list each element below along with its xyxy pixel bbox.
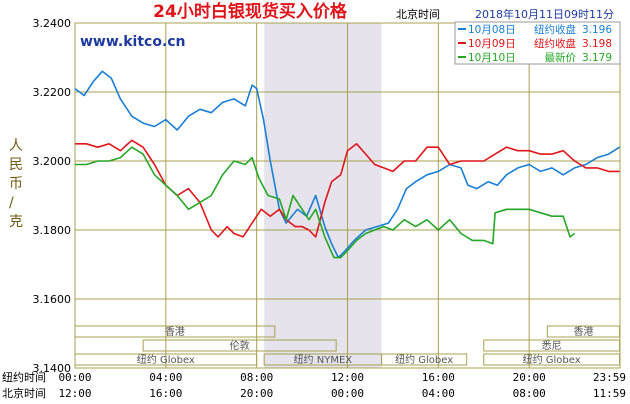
series-line (75, 146, 576, 259)
legend-label: 纽约收盘 (534, 37, 576, 50)
plot-frame (74, 22, 621, 369)
y-tick-label: 3.2400 (33, 17, 72, 30)
market-session-box (74, 325, 276, 338)
market-session-box (142, 339, 337, 352)
legend-value: 3.198 (582, 38, 612, 50)
market-session-label: 纽约 Globex (395, 353, 453, 366)
y-tick-label: 3.1400 (33, 362, 72, 375)
y-axis-title-char: 币 (9, 176, 23, 192)
market-session-box (483, 339, 621, 352)
market-session-box (546, 325, 621, 338)
y-axis-title-text: 人民币 / 克 (9, 138, 23, 230)
x-tick-label-bj: 20:00 (240, 387, 273, 400)
market-session: 纽约 Globex (381, 353, 468, 366)
legend-entry: 10月08日 纽约收盘 3.196 (458, 23, 612, 36)
nymex-session-band (264, 23, 382, 368)
market-session-label: 香港 (165, 326, 185, 338)
y-axis-title-char: 民 (9, 157, 23, 173)
x-tick-label-ny: 12:00 (331, 371, 364, 384)
market-session: 香港 (74, 325, 276, 338)
market-session: 伦敦 (142, 339, 337, 352)
x-tick-label-bj: 12:00 (58, 387, 91, 400)
market-session-box (381, 353, 468, 366)
y-tick-label: 3.2000 (33, 155, 72, 168)
market-session-label: 伦敦 (230, 339, 250, 352)
market-session-label: 悉尼 (542, 340, 562, 352)
x-tick-label-ny: 04:00 (149, 371, 182, 384)
legend-date: 10月10日 (468, 52, 516, 64)
x-tick-label-bj: 04:00 (422, 387, 455, 400)
y-tick-label: 3.1800 (33, 224, 72, 237)
bj-time-label: 北京时间 (2, 386, 46, 400)
legend-date: 10月08日 (468, 24, 516, 36)
market-session-box (74, 353, 258, 366)
x-tick-label-ny: 16:00 (422, 371, 455, 384)
market-session-label: 纽约 Globex (137, 353, 195, 366)
x-tick-label-ny: 23:59 (593, 371, 626, 384)
chart-title: 24小时白银现货买入价格 (153, 1, 348, 22)
market-session-label: 纽约 Globex (523, 353, 581, 366)
ny-time-label: 纽约时间 (2, 370, 46, 384)
x-tick-label-bj: 16:00 (149, 387, 182, 400)
market-session-label: 纽约 NYMEX (294, 353, 353, 366)
legend-value: 3.179 (582, 52, 612, 64)
legend-label: 纽约收盘 (534, 23, 576, 36)
x-tick-label-ny: 00:00 (58, 371, 91, 384)
market-session: 悉尼 (483, 339, 621, 352)
legend-box (454, 21, 621, 65)
x-tick-label-bj: 11:59 (593, 387, 626, 400)
x-tick-label-bj: 00:00 (331, 387, 364, 400)
market-session-box (483, 353, 621, 366)
market-session: 纽约 Globex (483, 353, 621, 366)
y-axis-title-char: 人 (9, 138, 23, 154)
market-session: 纽约 Globex (74, 353, 258, 366)
legend-date: 10月09日 (468, 38, 516, 50)
header-time-label: 北京时间 (396, 7, 440, 21)
x-tick-label-ny: 20:00 (513, 371, 546, 384)
market-session: 香港 (546, 325, 621, 338)
legend-entry: 10月10日 最新价 3.179 (458, 51, 612, 64)
y-axis-title-char: 克 (9, 214, 23, 230)
y-tick-label: 3.2200 (33, 86, 72, 99)
y-axis-title-char: / (9, 195, 14, 211)
x-tick-label-ny: 08:00 (240, 371, 273, 384)
y-tick-label: 3.1600 (33, 293, 72, 306)
series-line (74, 70, 620, 259)
watermark-logo: www.kitco.cn (80, 34, 186, 50)
y-axis-title: 人民币 / 克 (9, 138, 23, 230)
x-tick-label-bj: 08:00 (513, 387, 546, 400)
legend-value: 3.196 (582, 24, 612, 36)
legend-entry: 10月09日 纽约收盘 3.198 (458, 37, 612, 50)
legend-label: 最新价 (545, 51, 577, 64)
market-session-label: 香港 (573, 326, 593, 338)
header-timestamp: 2018年10月11日09时11分 (475, 7, 614, 21)
